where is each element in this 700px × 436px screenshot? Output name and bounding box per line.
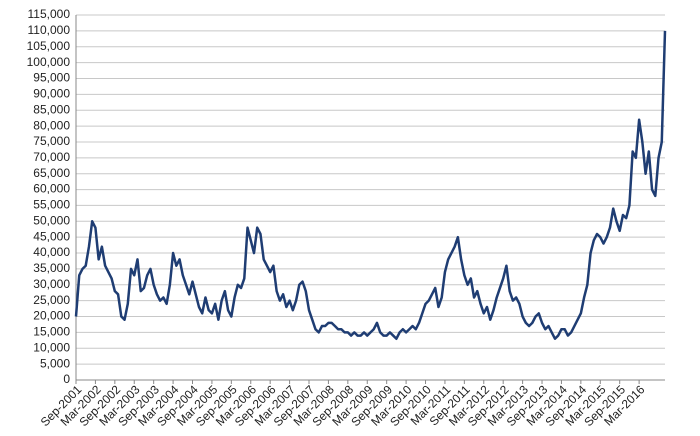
y-tick-label: 65,000 — [33, 166, 70, 180]
y-tick-label: 45,000 — [33, 229, 70, 243]
y-tick-label: 40,000 — [33, 245, 70, 259]
y-tick-label: 75,000 — [33, 134, 70, 148]
y-tick-label: 30,000 — [33, 277, 70, 291]
data-line — [74, 30, 667, 340]
y-tick-label: 50,000 — [33, 213, 70, 227]
y-tick-label: 5,000 — [40, 356, 70, 370]
y-tick-label: 85,000 — [33, 102, 70, 116]
y-tick-label: 60,000 — [33, 182, 70, 196]
y-tick-label: 10,000 — [33, 340, 70, 354]
y-tick-label: 115,000 — [28, 7, 71, 21]
y-tick-label: 95,000 — [33, 71, 70, 85]
y-tick-label: 105,000 — [27, 39, 71, 53]
y-tick-label: 70,000 — [33, 150, 70, 164]
y-tick-label: 25,000 — [33, 293, 70, 307]
y-tick-label: 0 — [63, 372, 70, 386]
y-tick-label: 100,000 — [27, 55, 71, 69]
y-tick-label: 20,000 — [33, 309, 70, 323]
y-tick-label: 110,000 — [28, 23, 71, 37]
y-tick-label: 80,000 — [33, 118, 70, 132]
y-tick-label: 55,000 — [33, 198, 70, 212]
y-tick-label: 35,000 — [33, 261, 70, 275]
y-tick-label: 15,000 — [33, 325, 70, 339]
y-tick-label: 90,000 — [33, 87, 70, 101]
